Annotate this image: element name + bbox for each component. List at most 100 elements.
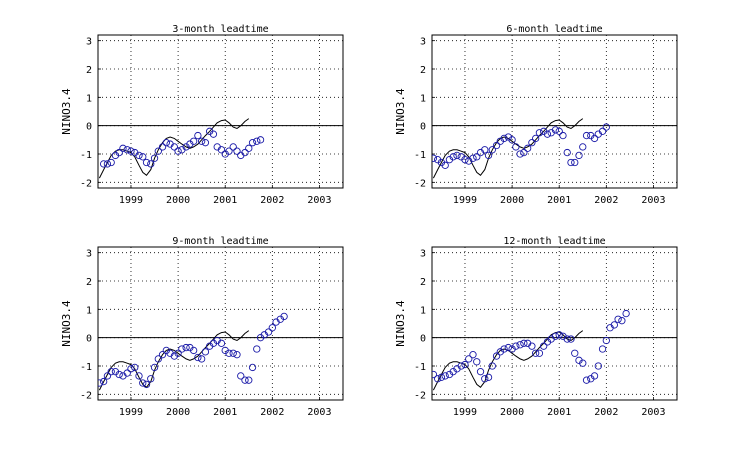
y-tick-label: 3 [86, 37, 92, 48]
x-tick-label: 2003 [641, 195, 665, 206]
y-axis-label: NINO3.4 [60, 300, 73, 347]
forecast-point [225, 147, 233, 155]
forecast-point [217, 146, 226, 154]
forecast-point [127, 147, 135, 155]
forecast-point [528, 139, 536, 147]
forecast-point [233, 351, 241, 359]
forecast-point [437, 373, 446, 381]
forecast-point [147, 160, 155, 168]
data-layer [432, 118, 610, 179]
data-layer [98, 118, 265, 179]
forecast-point [602, 336, 610, 345]
forecast-point [492, 352, 501, 360]
y-tick-label: 0 [420, 334, 426, 345]
forecast-point [622, 309, 630, 318]
forecast-point [512, 143, 520, 151]
forecast-point [135, 151, 143, 160]
y-tick-label: -2 [414, 390, 426, 401]
forecast-point [256, 136, 265, 144]
forecast-point [248, 139, 257, 147]
y-tick-label: 2 [420, 65, 426, 76]
forecast-point [139, 153, 147, 161]
forecast-point [115, 370, 123, 379]
forecast-point [453, 151, 461, 160]
y-tick-label: -2 [414, 178, 426, 189]
forecast-point [229, 143, 237, 151]
forecast-point [107, 368, 115, 376]
x-tick-label: 2000 [500, 407, 524, 418]
y-tick-label: 0 [86, 334, 92, 345]
forecast-point [555, 331, 563, 339]
forecast-point [567, 158, 575, 167]
forecast-point [115, 148, 123, 157]
forecast-point [481, 375, 489, 383]
forecast-point [523, 144, 532, 152]
forecast-point [571, 349, 579, 357]
forecast-point [147, 375, 155, 383]
plot-area [98, 247, 343, 400]
forecast-point [567, 335, 575, 343]
forecast-point [245, 144, 253, 152]
forecast-point [551, 126, 560, 134]
axes-frame [97, 246, 344, 401]
forecast-point [598, 345, 607, 353]
forecast-point [241, 376, 249, 384]
forecast-point [614, 315, 622, 323]
x-tick-label: 1999 [119, 195, 143, 206]
x-tick-label: 1999 [119, 407, 143, 418]
x-tick-label: 2003 [307, 407, 331, 418]
forecast-point [563, 335, 571, 343]
forecast-point [158, 351, 167, 359]
forecast-point [127, 365, 135, 373]
forecast-point [469, 351, 477, 359]
forecast-point [484, 373, 493, 381]
x-tick-label: 2001 [547, 195, 571, 206]
forecast-point [100, 160, 108, 168]
x-tick-label: 2001 [213, 407, 237, 418]
y-tick-label: -1 [80, 362, 92, 373]
forecast-point [209, 130, 218, 138]
forecast-point [189, 346, 198, 355]
forecast-point [201, 348, 210, 356]
x-tick-label: 2000 [166, 407, 190, 418]
y-tick-label: 3 [420, 249, 426, 260]
forecast-point [170, 143, 178, 151]
forecast-point [217, 339, 226, 347]
forecast-point [449, 153, 457, 161]
forecast-point [441, 161, 449, 169]
forecast-point [457, 362, 465, 370]
forecast-point [610, 321, 618, 329]
forecast-point [237, 372, 245, 380]
forecast-point [119, 144, 127, 152]
forecast-point [516, 341, 524, 349]
forecast-point [492, 141, 501, 150]
y-tick-label: 3 [420, 37, 426, 48]
forecast-point [461, 360, 469, 369]
x-tick-label: 2001 [213, 195, 237, 206]
panel-title: 3-month leadtime [172, 24, 268, 35]
x-tick-label: 2003 [307, 195, 331, 206]
forecast-point [559, 131, 567, 140]
forecast-point [139, 379, 147, 387]
forecast-point [194, 353, 202, 362]
x-tick-label: 2002 [260, 407, 284, 418]
forecast-point [594, 362, 602, 370]
panel-3: 1999 2000 2001 2002 2003 -2 -1 0 1 2 3 9-month lead… [60, 236, 344, 418]
forecast-point [248, 363, 257, 372]
forecast-point [520, 339, 528, 347]
y-tick-label: 1 [420, 93, 426, 104]
forecast-point [488, 146, 496, 154]
panel-title: 9-month leadtime [172, 236, 268, 247]
panel-1: 1999 2000 2001 2002 2003 -2 -1 0 1 2 3 3-month lead… [60, 24, 344, 206]
forecast-point [103, 372, 112, 380]
forecast-point [135, 372, 143, 380]
forecast-point [461, 156, 469, 164]
forecast-point [123, 369, 131, 377]
forecast-point [551, 332, 560, 340]
forecast-point [201, 139, 210, 147]
forecast-point [280, 312, 288, 321]
x-tick-label: 2002 [260, 195, 284, 206]
panel-title: 12-month leadtime [503, 236, 605, 247]
